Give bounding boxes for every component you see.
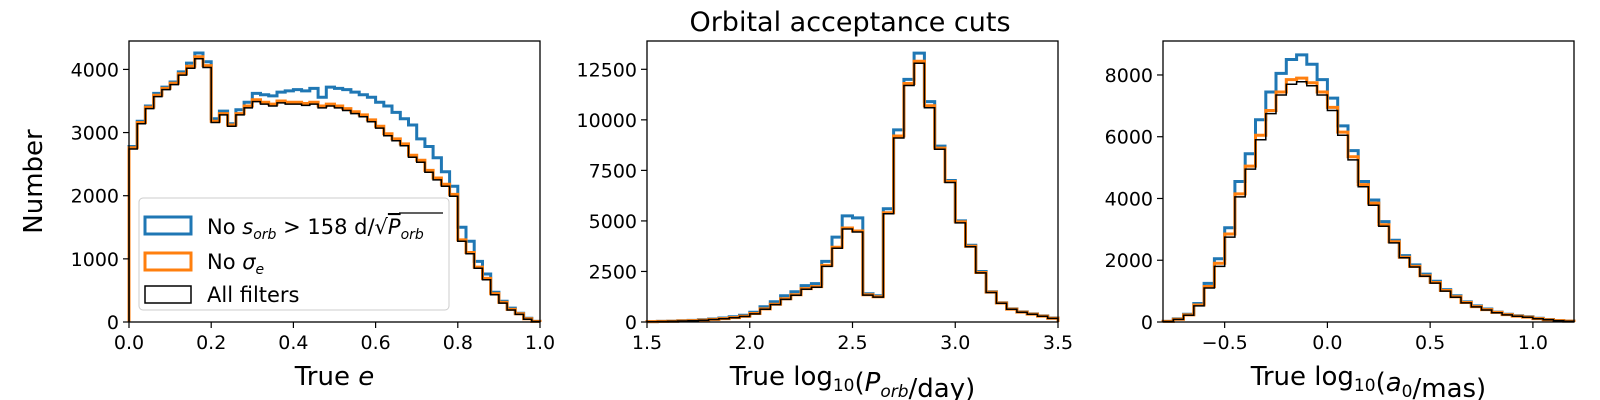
series-line-all-filters <box>128 57 541 323</box>
y-tick-label: 0 <box>1141 312 1153 334</box>
y-tick-label: 2000 <box>1105 250 1153 272</box>
x-tick-label: 0.6 <box>360 332 390 354</box>
x-tick-label: 2.0 <box>735 332 765 354</box>
x-axis-label: True e <box>294 362 375 392</box>
series-line-all-filters <box>1162 81 1575 323</box>
y-axis-label: Number <box>19 129 49 234</box>
y-tick-label: 1000 <box>71 249 119 271</box>
legend-label-all: All filters <box>207 283 300 307</box>
axes-frame <box>646 40 1059 323</box>
y-tick-label: 4000 <box>71 59 119 81</box>
y-tick-label: 2500 <box>589 261 637 283</box>
x-tick-label: 1.5 <box>632 332 662 354</box>
panel-period: 1.5 2.0 2.5 3.0 3.5 0 2500 5000 7500 10000 12500 Tr… <box>577 40 1073 400</box>
series-line-no-sorb <box>645 51 1060 324</box>
x-axis-label: True log10(a0/mas) <box>1250 362 1486 400</box>
legend-swatch-no-sigma <box>143 251 193 272</box>
series-line-no-sorb <box>127 51 542 323</box>
legend-swatch-no-sorb <box>143 215 193 236</box>
panel-semimajor-axis: −0.5 0.0 0.5 1.0 0 2000 4000 6000 8000 True log10… <box>1105 40 1576 400</box>
x-tick-label: 2.5 <box>837 332 867 354</box>
x-tick-label: −0.5 <box>1202 332 1248 354</box>
legend-label-no-sorb: No sorb > 158 d/√Porb <box>207 215 424 243</box>
y-tick-label: 6000 <box>1105 127 1153 149</box>
y-tick-label: 12500 <box>577 59 637 81</box>
y-tick-label: 7500 <box>589 160 637 182</box>
figure-title: Orbital acceptance cuts <box>689 7 1010 38</box>
legend-swatch-all <box>144 285 192 304</box>
y-tick-label: 10000 <box>577 110 637 132</box>
x-tick-label: 0.0 <box>1312 332 1342 354</box>
x-tick-label: 0.5 <box>1415 332 1445 354</box>
y-tick-label: 8000 <box>1105 65 1153 87</box>
x-tick-label: 3.0 <box>940 332 970 354</box>
x-tick-label: 0.8 <box>443 332 473 354</box>
legend: No sorb > 158 d/√Porb No σe All filters <box>138 197 450 311</box>
x-tick-label: 3.5 <box>1043 332 1073 354</box>
legend-frame <box>138 197 450 311</box>
series-line-all-filters <box>646 62 1059 323</box>
panel-eccentricity: 0.0 0.2 0.4 0.6 0.8 1.0 0 1000 2000 3000 4000 True … <box>19 40 555 392</box>
y-tick-label: 4000 <box>1105 188 1153 210</box>
x-tick-label: 0.4 <box>278 332 308 354</box>
legend-label-no-sigma: No σe <box>207 250 264 278</box>
x-tick-label: 1.0 <box>1518 332 1548 354</box>
x-tick-label: 0.0 <box>114 332 144 354</box>
x-tick-label: 0.2 <box>196 332 226 354</box>
y-tick-label: 0 <box>625 312 637 334</box>
y-tick-label: 5000 <box>589 211 637 233</box>
x-axis-label: True log10(Porb/day) <box>729 362 976 400</box>
x-tick-label: 1.0 <box>525 332 555 354</box>
y-tick-label: 0 <box>107 312 119 334</box>
series-line-no-sigma-e <box>645 59 1060 324</box>
y-tick-label: 2000 <box>71 186 119 208</box>
axes-frame <box>1162 40 1575 323</box>
axes-frame <box>128 40 541 323</box>
y-tick-label: 3000 <box>71 123 119 145</box>
